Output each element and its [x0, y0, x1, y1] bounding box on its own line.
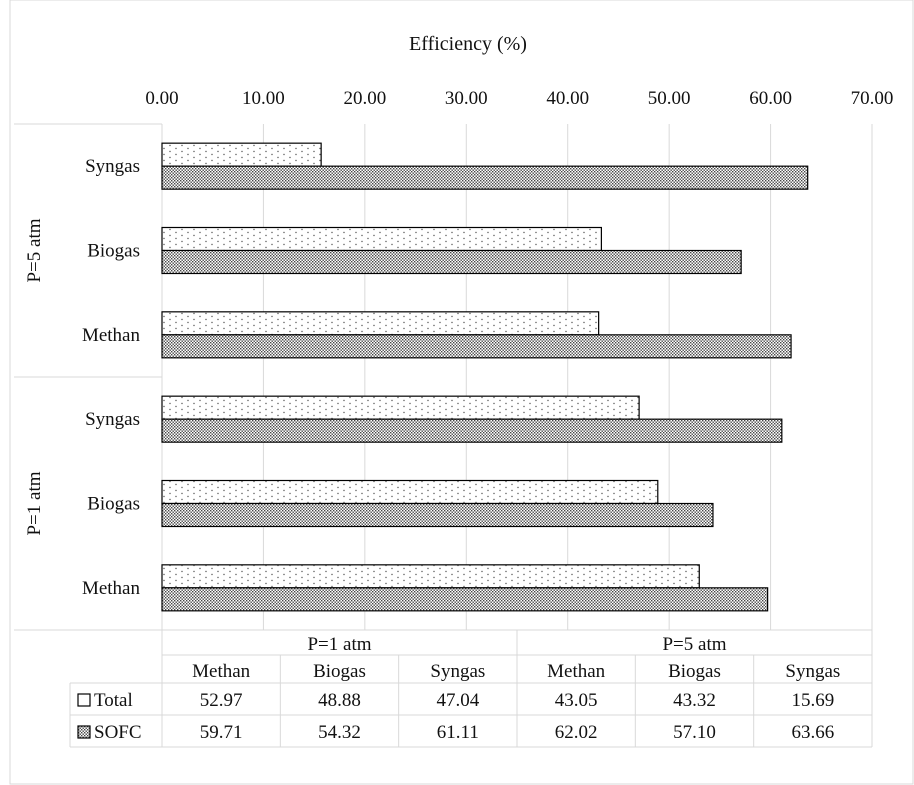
category-label: Methan [82, 578, 141, 599]
table-cell: 59.71 [200, 722, 243, 743]
table-cell: 48.88 [318, 690, 361, 711]
table-column-header: Methan [547, 661, 606, 682]
table-column-header: Syngas [785, 661, 840, 682]
bar-total [161, 479, 659, 505]
group-labels: P=5 atm P=1 atm [24, 218, 45, 535]
category-label: Syngas [85, 156, 140, 177]
bar-sofc [161, 249, 742, 275]
x-tick-label: 10.00 [242, 88, 285, 109]
x-tick-label: 30.00 [445, 88, 488, 109]
table-column-header: Syngas [430, 661, 485, 682]
chart-frame [9, 0, 914, 785]
group-label: P=1 atm [24, 471, 45, 535]
bar-sofc [161, 165, 809, 190]
bar-total [161, 311, 600, 336]
x-tick-label: 20.00 [343, 88, 386, 109]
table-cell: 57.10 [673, 722, 716, 743]
table-group-header: P=5 atm [662, 634, 726, 655]
table-column-header: Methan [192, 661, 251, 682]
bar-sofc [161, 334, 792, 359]
table-cell: 43.32 [673, 690, 716, 711]
bar-sofc [161, 502, 714, 528]
table-cell: 62.02 [555, 722, 598, 743]
table-row-label: Total [94, 690, 133, 711]
category-labels: Syngas Biogas Methan Syngas Biogas Methan [82, 156, 141, 599]
table-group-header: P=1 atm [307, 634, 371, 655]
x-tick-label: 40.00 [546, 88, 589, 109]
table-cell: 52.97 [200, 690, 243, 711]
table-cell: 61.11 [437, 722, 479, 743]
bar-total [161, 226, 602, 252]
legend-key-total [77, 693, 91, 707]
table-column-header: Biogas [668, 661, 721, 682]
category-label: Biogas [87, 494, 140, 515]
table-cell: 15.69 [791, 690, 834, 711]
bar-sofc [161, 587, 769, 612]
bar-total [161, 142, 322, 167]
bar-sofc [161, 418, 783, 443]
table-column-header: Biogas [313, 661, 366, 682]
table-cell: 43.05 [555, 690, 598, 711]
category-label: Methan [82, 325, 141, 346]
legend-key-sofc [77, 725, 91, 739]
table-cell: 63.66 [791, 722, 834, 743]
x-tick-label: 50.00 [648, 88, 691, 109]
table-cell: 47.04 [436, 690, 479, 711]
bars [161, 142, 809, 612]
x-tick-label: 0.00 [145, 88, 178, 109]
category-label: Biogas [87, 241, 140, 262]
category-label: Syngas [85, 409, 140, 430]
data-table: P=1 atm P=5 atm Methan Biogas Syngas Methan Bi… [69, 630, 873, 748]
bar-total [161, 564, 700, 589]
x-tick-label: 70.00 [851, 88, 894, 109]
chart-title: Efficiency (%) [409, 33, 527, 55]
x-axis-tick-labels: 0.00 10.00 20.00 30.00 40.00 50.00 60.00 70.00 [145, 88, 893, 109]
bar-total [161, 395, 640, 420]
gridlines [14, 123, 873, 631]
group-label: P=5 atm [24, 218, 45, 282]
table-row-label: SOFC [94, 722, 142, 743]
table-cell: 54.32 [318, 722, 361, 743]
x-tick-label: 60.00 [749, 88, 792, 109]
